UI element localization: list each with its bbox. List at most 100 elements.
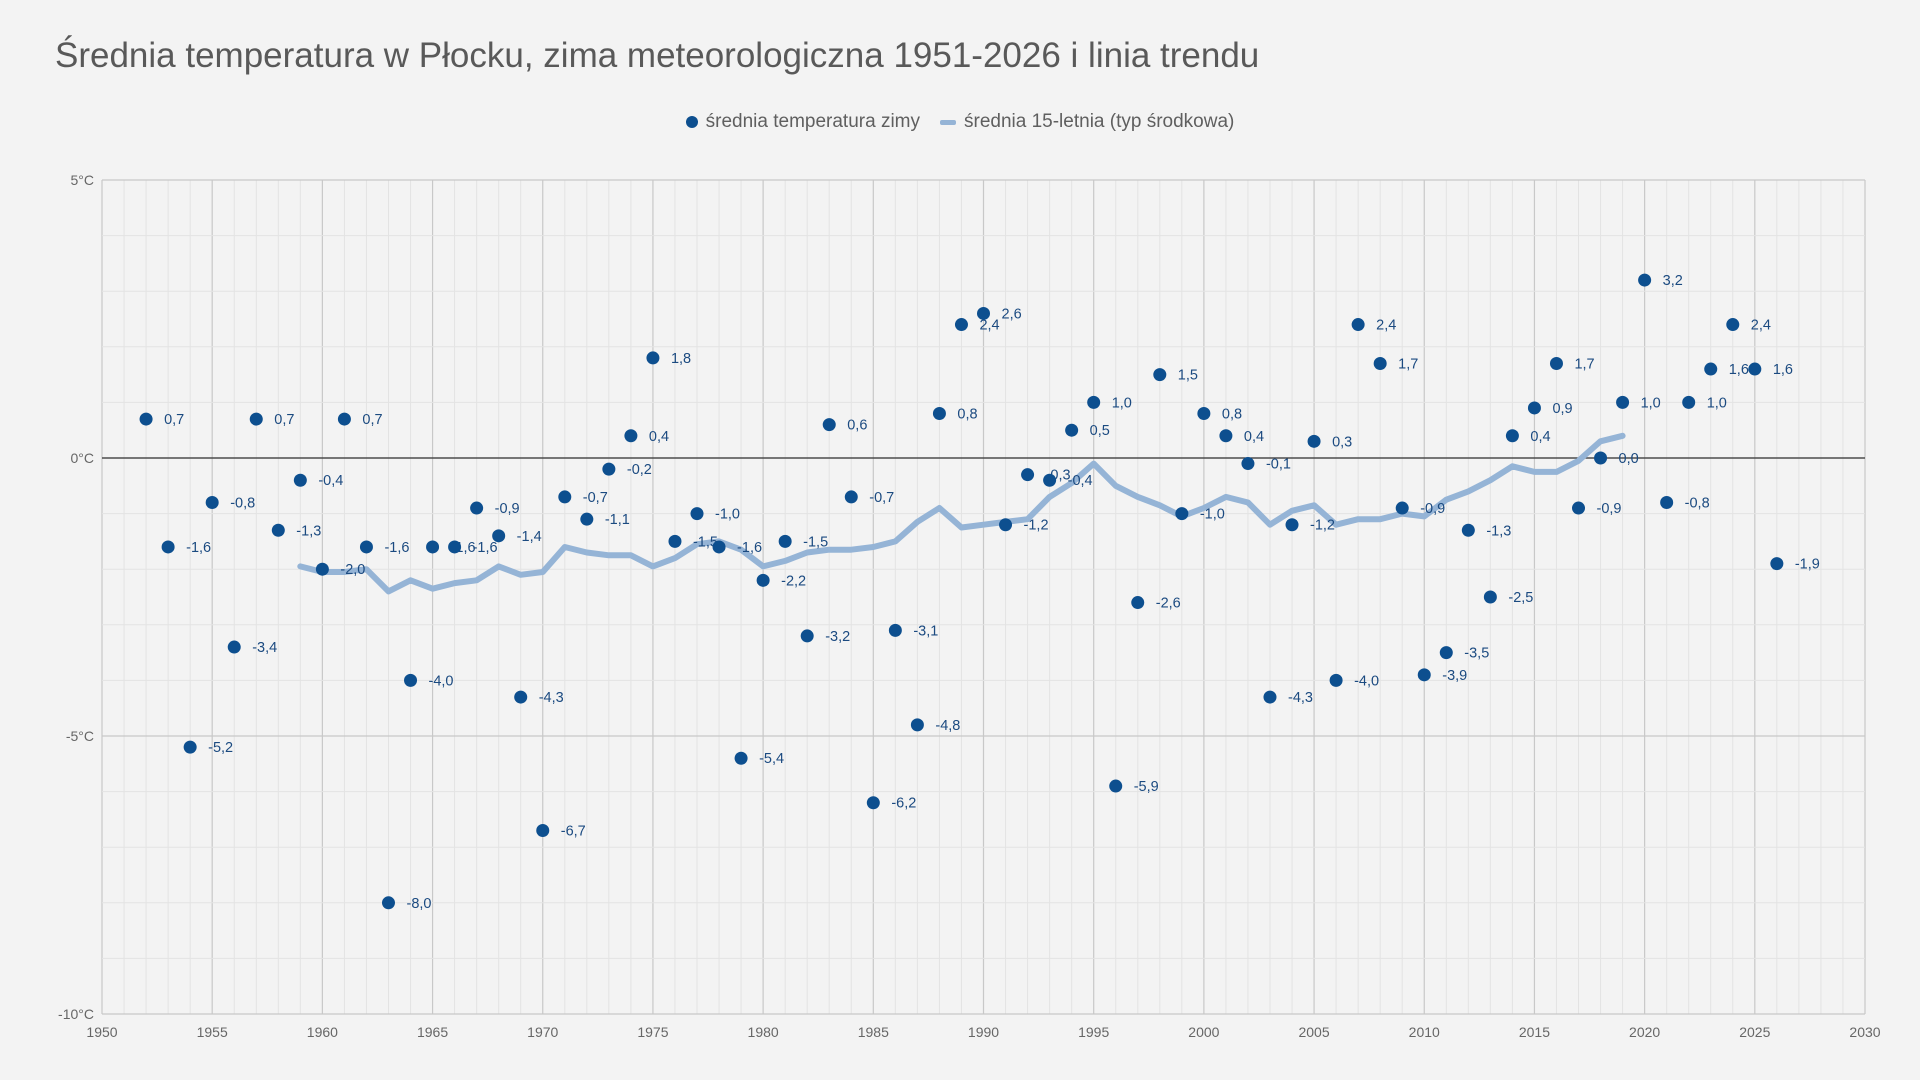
data-point [558, 490, 572, 504]
data-point [1549, 356, 1563, 370]
data-label: 1,0 [1641, 395, 1661, 411]
data-label: -1,6 [384, 540, 409, 556]
legend-label-points: średnia temperatura zimy [705, 111, 920, 132]
data-label: 1,5 [1178, 368, 1198, 384]
y-tick-label: -5°C [66, 728, 94, 744]
data-point [668, 534, 682, 548]
data-point [1594, 451, 1608, 465]
data-point [514, 690, 528, 704]
data-label: 1,7 [1574, 356, 1594, 372]
data-label: 0,7 [164, 412, 184, 428]
data-point [1065, 423, 1079, 437]
data-label: 0,5 [1090, 423, 1110, 439]
x-tick-label: 1985 [858, 1024, 889, 1040]
data-point [1373, 356, 1387, 370]
data-point [1704, 362, 1718, 376]
data-point [1616, 395, 1630, 409]
data-label: -3,1 [913, 623, 938, 639]
x-tick-label: 2010 [1409, 1024, 1440, 1040]
legend-dot-marker [685, 116, 698, 128]
chart-title: Średnia temperatura w Płocku, zima meteo… [55, 36, 1260, 75]
data-label: -0,9 [1597, 501, 1622, 517]
data-label: -4,3 [1288, 690, 1313, 706]
x-tick-label: 1955 [197, 1024, 228, 1040]
data-point [1505, 429, 1519, 443]
data-label: -1,0 [715, 507, 740, 523]
data-label: -5,9 [1134, 779, 1159, 795]
data-label: 0,4 [649, 429, 669, 445]
data-point [1748, 362, 1762, 376]
data-label: -3,9 [1442, 668, 1467, 684]
data-label: 0,8 [1222, 407, 1242, 423]
data-point [1329, 673, 1343, 687]
y-tick-label: 5°C [71, 172, 95, 188]
x-tick-label: 1970 [527, 1024, 558, 1040]
data-point [1572, 501, 1586, 515]
data-label: 0,8 [957, 407, 977, 423]
data-label: 0,3 [1332, 434, 1352, 450]
data-point [866, 796, 880, 810]
data-label: 0,7 [274, 412, 294, 428]
data-point [271, 523, 285, 537]
y-tick-label: 0°C [71, 450, 95, 466]
data-point [139, 412, 153, 426]
x-tick-label: 1975 [637, 1024, 668, 1040]
y-tick-label: -10°C [58, 1006, 94, 1022]
data-point [999, 518, 1013, 532]
x-tick-label: 1980 [748, 1024, 779, 1040]
x-tick-label: 2000 [1188, 1024, 1219, 1040]
x-tick-label: 1990 [968, 1024, 999, 1040]
legend-item-points[interactable]: średnia temperatura zimy [685, 111, 920, 133]
data-point [1660, 495, 1674, 509]
data-label: -6,7 [561, 824, 586, 840]
data-label: -1,6 [737, 540, 762, 556]
data-label: -1,4 [517, 529, 542, 545]
x-tick-label: 2015 [1519, 1024, 1550, 1040]
data-label: 0,4 [1244, 429, 1264, 445]
data-point [844, 490, 858, 504]
data-label: 0,7 [362, 412, 382, 428]
x-tick-label: 1965 [417, 1024, 448, 1040]
data-label: 2,4 [1376, 318, 1396, 334]
data-point [602, 462, 616, 476]
data-label: -0,7 [869, 490, 894, 506]
data-point [1307, 434, 1321, 448]
data-label: 2,6 [1002, 306, 1022, 322]
data-label: -1,6 [473, 540, 498, 556]
data-point [293, 473, 307, 487]
data-point [404, 673, 418, 687]
data-label: -0,7 [583, 490, 608, 506]
data-label: 1,0 [1707, 395, 1727, 411]
data-point [470, 501, 484, 515]
data-point [1219, 429, 1233, 443]
data-point [337, 412, 351, 426]
data-point [954, 318, 968, 332]
data-label: -3,2 [825, 629, 850, 645]
data-point [822, 418, 836, 432]
data-label: -0,4 [318, 473, 343, 489]
data-label: 1,6 [1773, 362, 1793, 378]
data-label: 0,0 [1619, 451, 1639, 467]
data-point [1726, 318, 1740, 332]
data-point [690, 507, 704, 521]
data-label: -0,9 [495, 501, 520, 517]
data-point [1175, 507, 1189, 521]
data-label: -0,1 [1266, 457, 1291, 473]
data-point [1770, 557, 1784, 571]
data-point [1197, 407, 1211, 421]
data-label: -4,0 [429, 673, 454, 689]
data-point [1527, 401, 1541, 415]
data-label: 1,6 [1729, 362, 1749, 378]
data-label: -3,5 [1464, 646, 1489, 662]
data-label: -0,8 [1685, 495, 1710, 511]
legend-line-marker [940, 119, 956, 125]
data-point [492, 529, 506, 543]
data-point [1417, 668, 1431, 682]
data-label: -1,2 [1310, 518, 1335, 534]
data-point [977, 306, 990, 320]
x-tick-label: 2025 [1739, 1024, 1770, 1040]
legend-item-trend[interactable]: średnia 15-letnia (typ środkowa) [940, 111, 1234, 133]
data-point [205, 495, 219, 509]
data-point [249, 412, 263, 426]
